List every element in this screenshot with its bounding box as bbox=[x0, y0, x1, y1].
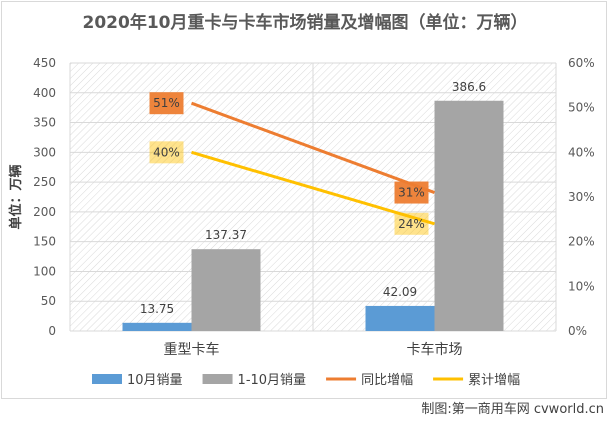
point-label-box bbox=[394, 212, 429, 235]
plot-area: 0 50 100 150 200 250 300 350 400 450 0% 10% 20% 30% 40… bbox=[8, 56, 595, 388]
y2-tick-label: 10% bbox=[568, 279, 595, 293]
legend-label: 累计增幅 bbox=[468, 373, 520, 388]
y-tick-label: 300 bbox=[33, 145, 56, 159]
y-tick-label: 200 bbox=[33, 205, 56, 219]
chart-credit: 制图:第一商用车网 cvworld.cn bbox=[421, 402, 604, 417]
bar-value-label: 13.75 bbox=[140, 302, 174, 316]
y2-tick-label: 20% bbox=[568, 235, 595, 249]
bar-value-label: 42.09 bbox=[383, 285, 417, 299]
series-line bbox=[191, 150, 435, 226]
point-label: 40% bbox=[153, 145, 180, 159]
point-label-box bbox=[149, 92, 184, 115]
legend-label: 同比增幅 bbox=[361, 373, 413, 388]
y2-tick-label: 50% bbox=[568, 101, 595, 115]
y-axis-label: 单位：万辆 bbox=[8, 164, 24, 229]
bar bbox=[191, 249, 261, 331]
legend-label: 1-10月销量 bbox=[238, 373, 307, 388]
y2-tick-label: 0% bbox=[568, 324, 587, 338]
y-tick-label: 450 bbox=[33, 56, 56, 70]
y-tick-label: 400 bbox=[33, 86, 56, 100]
legend-swatch bbox=[92, 374, 122, 384]
point-label: 31% bbox=[398, 186, 425, 200]
bar bbox=[434, 100, 504, 331]
x-category-label: 卡车市场 bbox=[407, 341, 463, 358]
bar bbox=[365, 305, 435, 331]
chart-title: 2020年10月重卡与卡车市场销量及增幅图（单位：万辆） bbox=[82, 13, 528, 33]
point-label-box bbox=[394, 181, 429, 204]
x-category-label: 重型卡车 bbox=[164, 341, 220, 358]
bar-value-label: 137.37 bbox=[205, 228, 247, 242]
point-label: 24% bbox=[398, 217, 425, 231]
legend-swatch bbox=[202, 374, 233, 384]
bar bbox=[122, 322, 192, 331]
y-tick-label: 0 bbox=[48, 324, 56, 338]
y2-tick-label: 40% bbox=[568, 145, 595, 159]
y-tick-label: 100 bbox=[33, 264, 56, 278]
point-label: 51% bbox=[153, 96, 180, 110]
legend-label: 10月销量 bbox=[127, 373, 183, 388]
bar-value-label: 386.6 bbox=[452, 80, 486, 94]
chart-frame bbox=[1, 1, 607, 399]
y-tick-label: 250 bbox=[33, 175, 56, 189]
series-line bbox=[190, 101, 436, 194]
y2-tick-label: 60% bbox=[568, 56, 595, 70]
y-tick-label: 50 bbox=[41, 294, 56, 308]
y-tick-label: 350 bbox=[33, 116, 56, 130]
point-label-box bbox=[149, 141, 184, 164]
y2-tick-label: 30% bbox=[568, 190, 595, 204]
y-tick-label: 150 bbox=[33, 235, 56, 249]
